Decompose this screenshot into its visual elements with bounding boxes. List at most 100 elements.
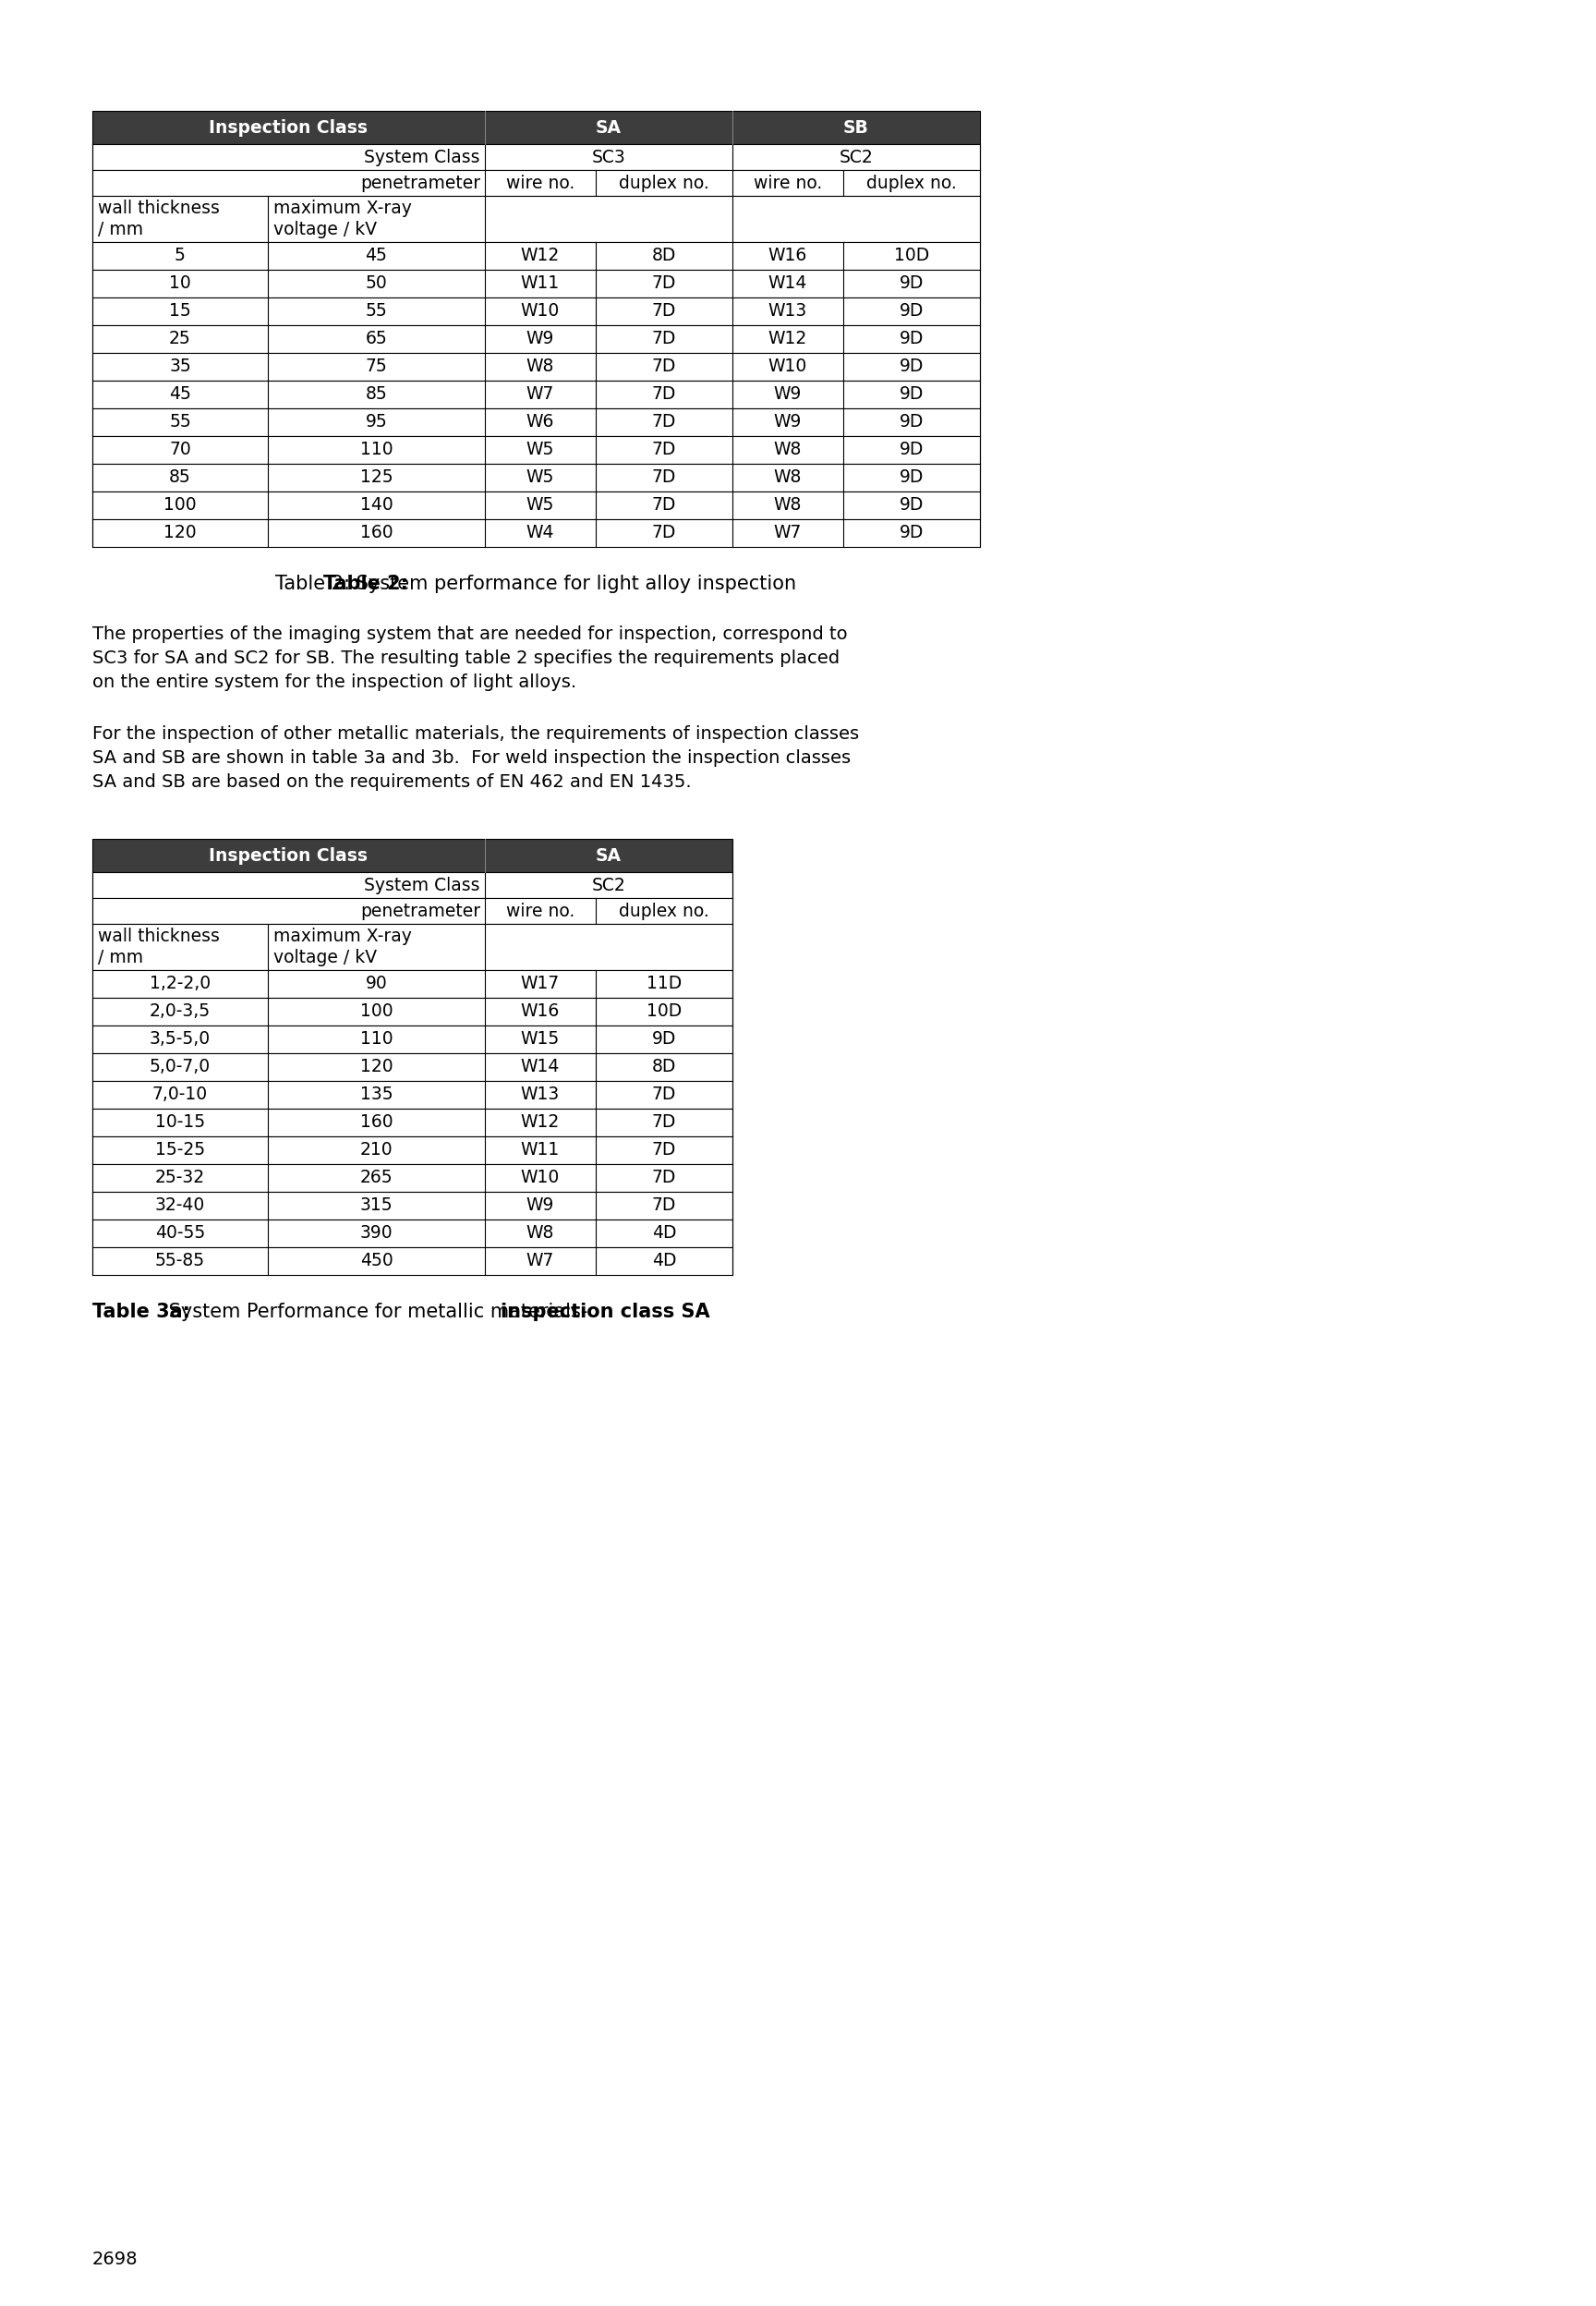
Bar bbox=[93, 325, 980, 353]
Text: W8: W8 bbox=[774, 440, 801, 459]
Text: wire no.: wire no. bbox=[506, 902, 575, 920]
Text: 9D: 9D bbox=[900, 440, 924, 459]
Text: SC2: SC2 bbox=[592, 876, 626, 895]
Text: 85: 85 bbox=[169, 468, 192, 487]
Bar bbox=[93, 143, 980, 171]
Text: W5: W5 bbox=[527, 440, 554, 459]
Text: 7D: 7D bbox=[651, 274, 677, 293]
Text: 10D: 10D bbox=[646, 1003, 681, 1022]
Text: W4: W4 bbox=[527, 523, 554, 542]
Text: on the entire system for the inspection of light alloys.: on the entire system for the inspection … bbox=[93, 673, 576, 692]
Bar bbox=[93, 1054, 733, 1082]
Text: 9D: 9D bbox=[900, 523, 924, 542]
Text: For the inspection of other metallic materials, the requirements of inspection c: For the inspection of other metallic mat… bbox=[93, 726, 859, 743]
Text: W13: W13 bbox=[768, 302, 808, 321]
Bar bbox=[93, 971, 733, 998]
Text: W8: W8 bbox=[774, 496, 801, 514]
Text: 9D: 9D bbox=[900, 413, 924, 431]
Text: 7D: 7D bbox=[651, 302, 677, 321]
Text: penetrameter: penetrameter bbox=[361, 175, 480, 191]
Text: W8: W8 bbox=[527, 1224, 554, 1243]
Text: 120: 120 bbox=[361, 1058, 393, 1077]
Text: 7D: 7D bbox=[651, 1169, 677, 1188]
Bar bbox=[93, 297, 980, 325]
Text: 265: 265 bbox=[361, 1169, 393, 1188]
Bar bbox=[93, 436, 980, 464]
Bar bbox=[93, 872, 733, 897]
Text: W8: W8 bbox=[774, 468, 801, 487]
Text: Table 3a:: Table 3a: bbox=[93, 1303, 190, 1321]
Text: wall thickness
/ mm: wall thickness / mm bbox=[97, 927, 220, 966]
Bar bbox=[93, 925, 733, 971]
Text: W16: W16 bbox=[768, 247, 808, 265]
Text: 5: 5 bbox=[174, 247, 185, 265]
Text: W10: W10 bbox=[520, 1169, 560, 1188]
Text: W5: W5 bbox=[527, 468, 554, 487]
Bar bbox=[93, 111, 980, 143]
Text: 10: 10 bbox=[169, 274, 192, 293]
Text: 100: 100 bbox=[361, 1003, 393, 1022]
Text: Table 2:: Table 2: bbox=[324, 574, 409, 593]
Text: 160: 160 bbox=[361, 1114, 393, 1132]
Text: 45: 45 bbox=[365, 247, 388, 265]
Bar bbox=[93, 519, 980, 547]
Text: 5,0-7,0: 5,0-7,0 bbox=[150, 1058, 211, 1077]
Text: 95: 95 bbox=[365, 413, 388, 431]
Text: inspection class SA: inspection class SA bbox=[501, 1303, 710, 1321]
Text: 4D: 4D bbox=[651, 1252, 677, 1271]
Text: 390: 390 bbox=[361, 1224, 393, 1243]
Text: The properties of the imaging system that are needed for inspection, correspond : The properties of the imaging system tha… bbox=[93, 625, 847, 643]
Text: 7D: 7D bbox=[651, 1114, 677, 1132]
Text: 7D: 7D bbox=[651, 1197, 677, 1215]
Text: SA: SA bbox=[595, 846, 621, 865]
Text: 9D: 9D bbox=[900, 357, 924, 376]
Bar bbox=[93, 491, 980, 519]
Bar bbox=[93, 1082, 733, 1109]
Text: 7D: 7D bbox=[651, 1086, 677, 1105]
Text: 110: 110 bbox=[361, 440, 393, 459]
Text: 120: 120 bbox=[164, 523, 196, 542]
Bar bbox=[93, 171, 980, 196]
Text: Inspection Class: Inspection Class bbox=[209, 118, 369, 136]
Text: W9: W9 bbox=[527, 1197, 554, 1215]
Text: 85: 85 bbox=[365, 385, 388, 404]
Bar bbox=[93, 196, 980, 242]
Text: 7D: 7D bbox=[651, 385, 677, 404]
Text: 7D: 7D bbox=[651, 357, 677, 376]
Text: duplex no.: duplex no. bbox=[867, 175, 956, 191]
Bar bbox=[93, 998, 733, 1026]
Text: maximum X-ray
voltage / kV: maximum X-ray voltage / kV bbox=[273, 198, 412, 238]
Text: 9D: 9D bbox=[651, 1031, 677, 1049]
Text: 7D: 7D bbox=[651, 413, 677, 431]
Text: Table 2: System performance for light alloy inspection: Table 2: System performance for light al… bbox=[276, 574, 796, 593]
Text: W10: W10 bbox=[520, 302, 560, 321]
Bar bbox=[93, 1220, 733, 1248]
Text: W12: W12 bbox=[520, 1114, 560, 1132]
Text: W11: W11 bbox=[520, 1141, 560, 1160]
Text: 11D: 11D bbox=[646, 975, 681, 992]
Text: SA and SB are based on the requirements of EN 462 and EN 1435.: SA and SB are based on the requirements … bbox=[93, 773, 691, 791]
Text: wire no.: wire no. bbox=[506, 175, 575, 191]
Bar bbox=[93, 1248, 733, 1275]
Text: 7D: 7D bbox=[651, 330, 677, 348]
Text: SB: SB bbox=[843, 118, 870, 136]
Bar bbox=[93, 270, 980, 297]
Text: wire no.: wire no. bbox=[753, 175, 822, 191]
Text: 7D: 7D bbox=[651, 1141, 677, 1160]
Text: 2,0-3,5: 2,0-3,5 bbox=[150, 1003, 211, 1022]
Text: W9: W9 bbox=[774, 413, 801, 431]
Text: penetrameter: penetrameter bbox=[361, 902, 480, 920]
Text: 75: 75 bbox=[365, 357, 388, 376]
Text: 9D: 9D bbox=[900, 385, 924, 404]
Text: 9D: 9D bbox=[900, 496, 924, 514]
Bar bbox=[93, 353, 980, 380]
Text: 70: 70 bbox=[169, 440, 192, 459]
Text: 9D: 9D bbox=[900, 468, 924, 487]
Text: 55-85: 55-85 bbox=[155, 1252, 206, 1271]
Text: 210: 210 bbox=[361, 1141, 393, 1160]
Text: 25: 25 bbox=[169, 330, 192, 348]
Text: System Class: System Class bbox=[364, 148, 480, 166]
Text: 45: 45 bbox=[169, 385, 192, 404]
Text: 7D: 7D bbox=[651, 468, 677, 487]
Text: W14: W14 bbox=[520, 1058, 560, 1077]
